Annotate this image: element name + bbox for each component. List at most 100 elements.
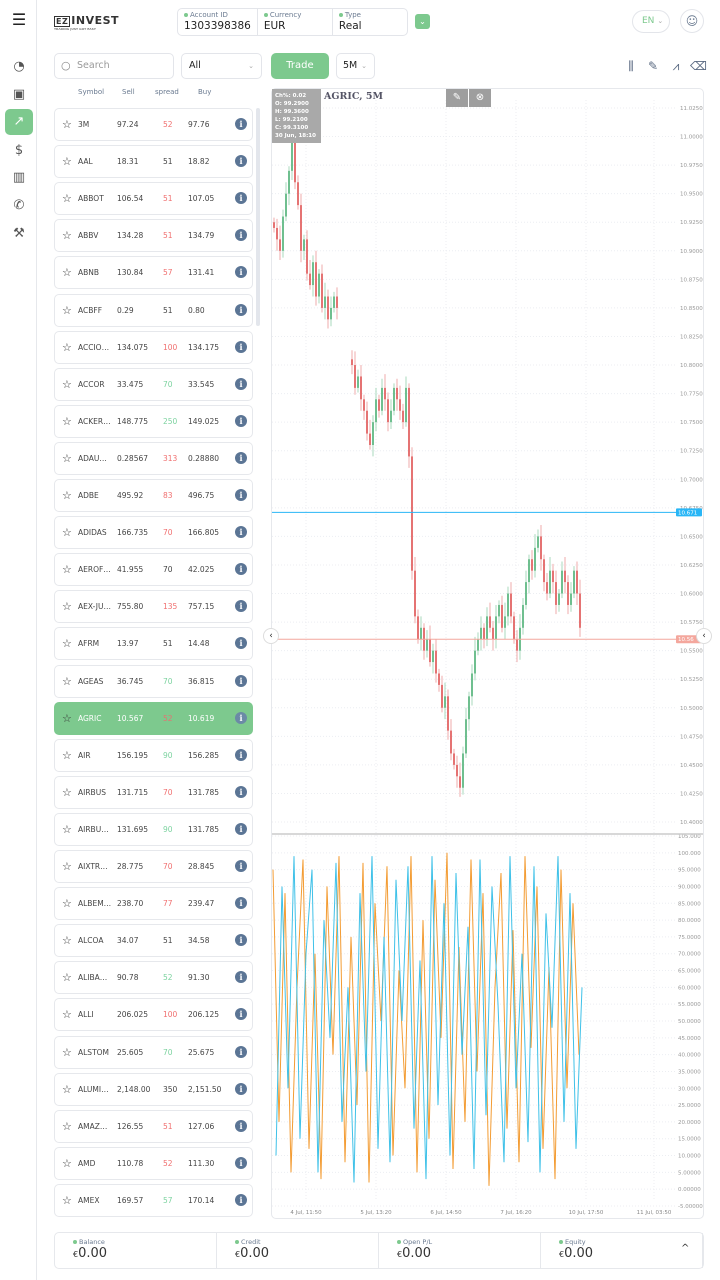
instrument-row[interactable]: ☆ ACCIO… 134.075 100 134.175 i (54, 330, 253, 364)
category-filter-select[interactable]: All ⌄ (181, 53, 262, 79)
account-dropdown-button[interactable]: ⌄ (415, 14, 430, 29)
star-favorite-icon[interactable]: ☆ (62, 1082, 72, 1096)
list-scrollbar[interactable] (256, 108, 260, 326)
candlestick-icon[interactable]: ⫼ (628, 59, 634, 73)
instrument-row[interactable]: ☆ ADAU… 0.28567 313 0.28880 i (54, 441, 253, 475)
info-icon[interactable]: i (235, 118, 247, 130)
star-favorite-icon[interactable]: ☆ (62, 526, 72, 540)
instrument-row[interactable]: ☆ AIXTR… 28.775 70 28.845 i (54, 850, 253, 883)
pencil-icon[interactable]: ✎ (647, 59, 659, 73)
star-favorite-icon[interactable]: ☆ (62, 1193, 72, 1207)
edit-chart-button[interactable]: ✎ (446, 89, 468, 107)
star-favorite-icon[interactable]: ☆ (62, 1008, 72, 1022)
instrument-row[interactable]: ☆ ALIBA… 90.78 52 91.30 i (54, 961, 253, 995)
instrument-row[interactable]: ☆ ALUMI… 2,148.00 350 2,151.50 i (54, 1072, 253, 1106)
trading-icon[interactable]: ↗ (5, 109, 33, 135)
instrument-row[interactable]: ☆ ACBFF 0.29 51 0.80 i (54, 293, 253, 327)
reports-icon[interactable]: ▥ (12, 170, 26, 185)
info-icon[interactable]: i (235, 1045, 247, 1058)
star-favorite-icon[interactable]: ☆ (62, 489, 72, 502)
info-icon[interactable]: i (235, 526, 247, 539)
instrument-row[interactable]: ☆ ACCOR 33.475 70 33.545 i (54, 367, 253, 401)
hamburger-menu-icon[interactable]: ☰ (11, 10, 27, 29)
info-icon[interactable]: i (235, 711, 247, 724)
star-favorite-icon[interactable]: ☆ (62, 711, 72, 725)
star-favorite-icon[interactable]: ☆ (62, 1156, 72, 1170)
info-icon[interactable]: i (235, 1156, 247, 1169)
star-favorite-icon[interactable]: ☆ (62, 674, 72, 688)
support-phone-icon[interactable]: ✆ (13, 198, 25, 213)
instrument-row[interactable]: ☆ AEROF… 41.955 70 42.025 i (54, 553, 253, 587)
info-icon[interactable]: i (235, 860, 247, 872)
star-favorite-icon[interactable]: ☆ (62, 934, 72, 948)
language-select[interactable]: EN ⌄ (632, 10, 670, 33)
star-favorite-icon[interactable]: ☆ (62, 785, 72, 799)
instrument-row[interactable]: ☆ 3M 97.24 52 97.76 i (54, 108, 253, 141)
star-favorite-icon[interactable]: ☆ (62, 1119, 72, 1133)
instrument-row[interactable]: ☆ ALBEM… 238.70 77 239.47 i (54, 887, 253, 921)
star-favorite-icon[interactable]: ☆ (62, 414, 72, 428)
info-icon[interactable]: i (235, 489, 247, 501)
instrument-row[interactable]: ☆ AGEAS 36.745 70 36.815 i (54, 664, 253, 698)
info-icon[interactable]: i (235, 303, 247, 316)
instrument-row[interactable]: ☆ AIR 156.195 90 156.285 i (54, 738, 253, 772)
instrument-row[interactable]: ☆ ABBV 134.28 51 134.79 i (54, 219, 253, 253)
instrument-row[interactable]: ☆ ABBOT 106.54 51 107.05 i (54, 182, 253, 216)
indicators-icon[interactable]: ⩘ (672, 59, 680, 73)
info-icon[interactable]: i (235, 748, 247, 761)
info-icon[interactable]: i (235, 451, 247, 464)
star-favorite-icon[interactable]: ☆ (62, 266, 72, 280)
chevron-left-icon[interactable]: ‹ (263, 628, 279, 644)
info-icon[interactable]: i (235, 785, 247, 798)
star-favorite-icon[interactable]: ☆ (62, 600, 72, 614)
info-icon[interactable]: i (235, 822, 247, 835)
wallet-icon[interactable]: ▣ (12, 87, 26, 102)
star-favorite-icon[interactable]: ☆ (62, 637, 72, 651)
search-input[interactable]: ○ Search (54, 53, 174, 79)
timeframe-select[interactable]: 5M ⌄ (336, 53, 375, 79)
instrument-row[interactable]: ☆ AIRBU… 131.695 90 131.785 i (54, 812, 253, 846)
chevron-up-icon[interactable]: ^ (681, 1243, 690, 1254)
star-favorite-icon[interactable]: ☆ (62, 1045, 72, 1059)
info-icon[interactable]: i (235, 266, 247, 279)
star-favorite-icon[interactable]: ☆ (62, 451, 72, 465)
instrument-row[interactable]: ☆ AFRM 13.97 51 14.48 i (54, 627, 253, 661)
instrument-row[interactable]: ☆ ADIDAS 166.735 70 166.805 i (54, 516, 253, 550)
star-favorite-icon[interactable]: ☆ (62, 303, 72, 317)
instrument-row[interactable]: ☆ ADBE 495.92 83 496.75 i (54, 479, 253, 512)
info-icon[interactable]: i (235, 192, 247, 205)
instrument-row[interactable]: ☆ ALLI 206.025 100 206.125 i (54, 998, 253, 1032)
star-favorite-icon[interactable]: ☆ (62, 897, 72, 911)
instrument-row[interactable]: ☆ AMD 110.78 52 111.30 i (54, 1146, 253, 1180)
star-favorite-icon[interactable]: ☆ (62, 340, 72, 354)
info-icon[interactable]: i (235, 897, 247, 910)
star-favorite-icon[interactable]: ☆ (62, 377, 72, 391)
chevron-left-icon[interactable]: ‹ (696, 628, 712, 644)
info-icon[interactable]: i (235, 971, 247, 984)
eraser-icon[interactable]: ⌫ (690, 59, 707, 73)
info-icon[interactable]: i (235, 155, 247, 168)
user-avatar-button[interactable]: ☺ (680, 9, 704, 33)
dashboard-icon[interactable]: ◔ (13, 59, 25, 74)
trade-button[interactable]: Trade (271, 53, 329, 79)
instrument-row[interactable]: ☆ AAL 18.31 51 18.82 i (54, 145, 253, 179)
info-icon[interactable]: i (235, 600, 247, 613)
info-icon[interactable]: i (235, 1193, 247, 1206)
instrument-row[interactable]: ☆ AGRIC 10.567 52 10.619 i (54, 701, 253, 735)
info-icon[interactable]: i (235, 1082, 247, 1095)
info-icon[interactable]: i (235, 637, 247, 650)
info-icon[interactable]: i (235, 377, 247, 390)
instrument-row[interactable]: ☆ ACKER… 148.775 250 149.025 i (54, 404, 253, 438)
instrument-row[interactable]: ☆ ALSTOM 25.605 70 25.675 i (54, 1035, 253, 1069)
star-favorite-icon[interactable]: ☆ (62, 971, 72, 985)
info-icon[interactable]: i (235, 1008, 247, 1021)
star-favorite-icon[interactable]: ☆ (62, 155, 72, 169)
info-icon[interactable]: i (235, 340, 247, 353)
instrument-row[interactable]: ☆ AIRBUS 131.715 70 131.785 i (54, 775, 253, 809)
remove-chart-button[interactable]: ⊗ (469, 89, 491, 107)
star-favorite-icon[interactable]: ☆ (62, 229, 72, 243)
star-favorite-icon[interactable]: ☆ (62, 563, 72, 577)
star-favorite-icon[interactable]: ☆ (62, 192, 72, 206)
info-icon[interactable]: i (235, 934, 247, 947)
